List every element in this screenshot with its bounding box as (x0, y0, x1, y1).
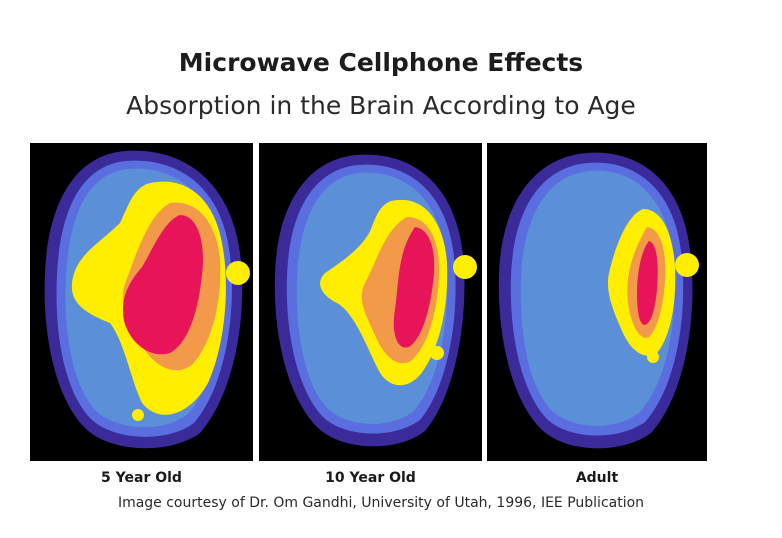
panel-label-10-year-old: 10 Year Old (325, 470, 416, 486)
panel-label-adult: Adult (575, 470, 619, 486)
ear-contact-spot (453, 255, 477, 279)
absorption-zone-high (637, 241, 658, 325)
ear-contact-spot (675, 253, 699, 277)
head-scan-5-year-old (44, 150, 250, 449)
absorption-zone-high (122, 215, 204, 355)
ear-contact-spot (647, 351, 659, 363)
head-scan-adult (498, 152, 699, 449)
ear-contact-spot (226, 261, 250, 285)
ear-contact-spot (132, 409, 144, 421)
absorption-map-10-year-old (259, 143, 482, 461)
absorption-map-5-year-old (30, 143, 253, 461)
diagram-subtitle: Absorption in the Brain According to Age (126, 91, 636, 120)
absorption-zone-high (393, 227, 435, 348)
diagram-title: Microwave Cellphone Effects (178, 48, 584, 77)
panel-label-5-year-old: 5 Year Old (101, 470, 182, 486)
image-credit: Image courtesy of Dr. Om Gandhi, Univers… (117, 495, 645, 511)
head-scan-10-year-old (274, 154, 477, 447)
absorption-map-adult (487, 143, 707, 461)
ear-contact-spot (430, 346, 444, 360)
